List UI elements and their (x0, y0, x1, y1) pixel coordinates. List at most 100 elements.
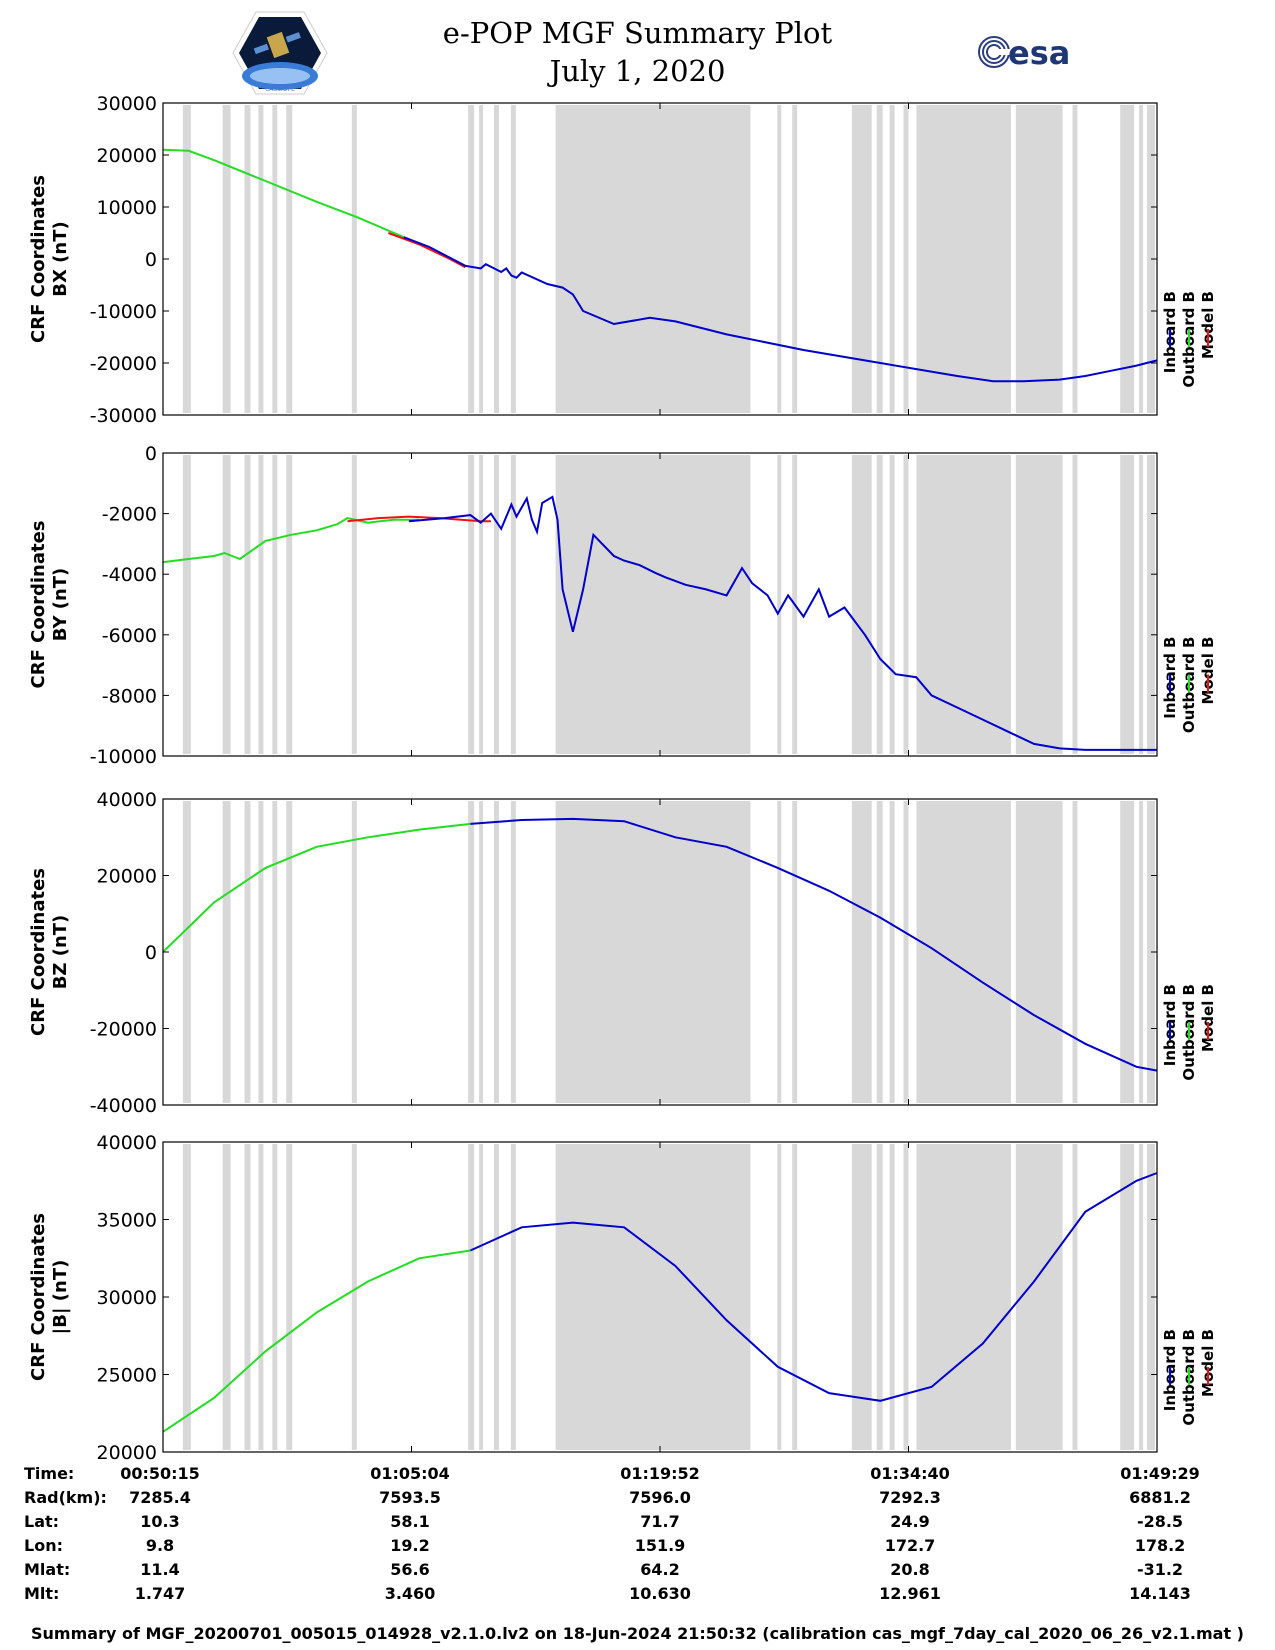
data-gap-band (182, 1144, 191, 1450)
y-tick-label: -10000 (90, 301, 157, 323)
data-gap-band (1072, 455, 1078, 754)
data-gap-band (510, 455, 516, 754)
data-gap-band (876, 105, 883, 413)
series-line-outboard-b (162, 1249, 471, 1433)
data-gap-band (851, 1144, 872, 1450)
data-gap-band (1072, 1144, 1078, 1450)
y-tick-label: 30000 (97, 1287, 157, 1309)
info-cell: 178.2 (1134, 1536, 1186, 1555)
info-cell: 01:19:52 (620, 1464, 700, 1483)
data-gap-band (351, 1144, 357, 1450)
data-gap-band (1072, 105, 1078, 413)
series-line-model-b (388, 232, 466, 269)
data-gap-band (876, 455, 883, 754)
series-line-inboard-b (403, 236, 1158, 383)
page-subtitle-date: July 1, 2020 (549, 54, 726, 88)
data-gap-band (1015, 455, 1063, 754)
y-tick-label: -8000 (102, 685, 157, 707)
data-gap-band (494, 105, 499, 413)
data-gap-band (272, 1144, 278, 1450)
panel-1: 30000 20000 10000 0 -10000 -20000 -30000 CRF Co… (28, 93, 1217, 427)
data-gap-band (1147, 455, 1156, 754)
series-line-outboard-b (162, 517, 420, 564)
data-gap-band (182, 801, 191, 1103)
data-gap-band (777, 105, 782, 413)
info-cell: 56.6 (390, 1560, 430, 1579)
y-tick-label: 0 (145, 443, 157, 465)
data-gap-band (258, 1144, 264, 1450)
data-gap-band (916, 105, 1011, 413)
y-tick-label: 40000 (97, 1132, 157, 1154)
data-gap-band (258, 455, 264, 754)
data-gap-band (555, 801, 751, 1103)
info-cell: 20.8 (890, 1560, 930, 1579)
y-tick-label: 10000 (97, 197, 157, 219)
info-row: Mlat: 11.4 56.6 64.2 20.8 -31.2 (0, 1560, 1275, 1584)
info-row-label: Mlt: (24, 1584, 60, 1603)
y-axis-label: CRF Coordinates (28, 1213, 49, 1381)
data-gap-band (792, 1144, 798, 1450)
data-gap-band (1015, 105, 1063, 413)
data-gap-band (222, 1144, 231, 1450)
data-gap-band (468, 801, 475, 1103)
data-gap-band (351, 105, 357, 413)
series-line-outboard-b (162, 148, 405, 239)
data-gap-band (777, 455, 782, 754)
data-gap-band (851, 105, 872, 413)
data-gap-band (272, 455, 278, 754)
info-row-label: Lon: (24, 1536, 63, 1555)
data-gap-band (258, 105, 264, 413)
data-gap-band (494, 455, 499, 754)
data-gap-band (479, 455, 484, 754)
data-gap-band (494, 1144, 499, 1450)
info-row-label: Rad(km): (24, 1488, 107, 1507)
info-cell: 24.9 (890, 1512, 930, 1531)
y-tick-label: -30000 (90, 405, 157, 427)
y-axis-label: CRF Coordinates (28, 521, 49, 689)
data-gap-band (244, 105, 251, 413)
legend-label: Model B (1199, 984, 1217, 1052)
info-cell: 7285.4 (129, 1488, 191, 1507)
y-tick-label: 20000 (97, 1442, 157, 1464)
info-cell: 12.961 (879, 1584, 941, 1603)
data-gap-band (510, 1144, 516, 1450)
legend-label: Model B (1199, 291, 1217, 359)
y-axis-label: BZ (nT) (50, 915, 71, 990)
data-gap-band (555, 105, 751, 413)
data-gap-band (889, 1144, 895, 1450)
data-gap-band (851, 801, 872, 1103)
info-cell: 6881.2 (1129, 1488, 1191, 1507)
data-gap-band (479, 1144, 484, 1450)
data-gap-band (916, 801, 1011, 1103)
y-tick-label: -6000 (102, 625, 157, 647)
info-cell: -28.5 (1136, 1512, 1184, 1531)
data-gap-band (182, 105, 191, 413)
y-tick-label: -20000 (90, 353, 157, 375)
data-gap-band (222, 801, 231, 1103)
data-gap-band (479, 801, 484, 1103)
orbit-info-table: Time: 00:50:15 01:05:04 01:19:52 01:34:40 01:… (0, 1464, 1275, 1614)
info-cell: 64.2 (640, 1560, 680, 1579)
info-row-label: Mlat: (24, 1560, 71, 1579)
data-gap-band (555, 455, 751, 754)
data-gap-band (851, 455, 872, 754)
info-cell: 00:50:15 (120, 1464, 200, 1483)
y-tick-label: -10000 (90, 746, 157, 768)
data-gap-band (876, 801, 883, 1103)
page-title: e-POP MGF Summary Plot (442, 16, 833, 50)
info-cell: 7593.5 (379, 1488, 441, 1507)
data-gap-band (903, 455, 909, 754)
info-cell: 11.4 (140, 1560, 180, 1579)
info-cell: 7292.3 (879, 1488, 941, 1507)
info-cell: 3.460 (384, 1584, 436, 1603)
info-cell: 10.3 (140, 1512, 180, 1531)
series-line-inboard-b (470, 817, 1158, 1072)
info-cell: -31.2 (1136, 1560, 1184, 1579)
data-gap-band (182, 455, 191, 754)
y-tick-label: -2000 (102, 504, 157, 526)
data-gap-band (286, 105, 293, 413)
info-row-label: Lat: (24, 1512, 60, 1531)
y-axis-label: BY (nT) (50, 568, 71, 642)
data-gap-band (286, 455, 293, 754)
series-line-inboard-b (408, 495, 1157, 751)
